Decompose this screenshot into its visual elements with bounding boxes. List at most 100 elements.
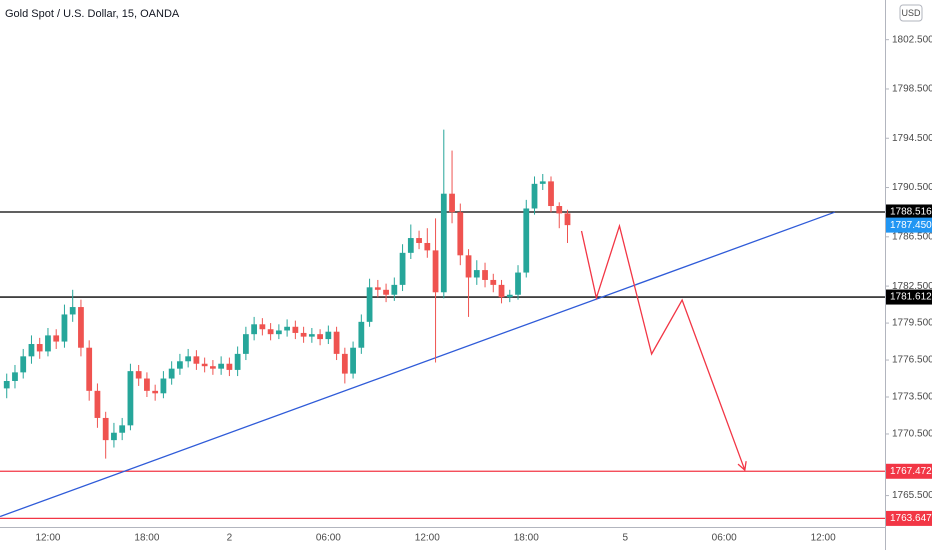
candle-body [177, 361, 183, 369]
candle-body [160, 378, 167, 394]
candle-body [523, 208, 530, 273]
candle-body [201, 363, 208, 367]
candle-body [94, 390, 101, 418]
candle-body [242, 334, 249, 354]
y-tick-label: 1782.500 [892, 281, 932, 292]
level-price-box [886, 289, 932, 305]
candle-body [350, 347, 356, 374]
candle-body [383, 289, 389, 295]
y-tick-label: 1779.500 [892, 318, 932, 329]
candle-body [333, 331, 340, 354]
currency-badge[interactable] [899, 4, 923, 22]
candle-body [119, 425, 126, 433]
candle-body [482, 270, 488, 280]
x-tick-label: 12:00 [811, 533, 836, 544]
candle-body [218, 363, 225, 369]
candle-body [3, 380, 10, 389]
x-tick-label: 18:00 [134, 533, 159, 544]
candle-body [539, 181, 546, 184]
candle-body [275, 330, 282, 335]
candle-body [53, 335, 60, 342]
y-tick-label: 1786.500 [892, 231, 932, 242]
projection-arrowhead [737, 461, 747, 472]
candle-body [168, 368, 175, 379]
candle-body [267, 329, 274, 335]
x-tick-label: 12:00 [415, 533, 440, 544]
candle-body [12, 372, 18, 381]
candle-body [449, 193, 455, 213]
candle-body [226, 363, 233, 370]
candle-body [424, 242, 431, 251]
candle-body [36, 344, 43, 352]
candle-body [152, 390, 159, 394]
candle-body [20, 356, 27, 373]
y-tick-label: 1790.500 [892, 182, 932, 193]
candle-body [61, 314, 68, 342]
candle-body [292, 326, 299, 333]
candle-body [300, 332, 307, 337]
candle-body [506, 294, 513, 298]
x-tick-label: 18:00 [514, 533, 539, 544]
candle-body [490, 279, 497, 285]
currency-label[interactable]: USD [901, 8, 921, 18]
last-price-label: 1787.450 [890, 220, 932, 231]
candle-body [317, 334, 323, 340]
candle-body [28, 344, 35, 357]
candle-body [341, 353, 348, 374]
candle-body [391, 284, 398, 295]
candle-body [416, 238, 422, 243]
candle-body [144, 378, 150, 391]
candle-body [210, 366, 216, 369]
candle-body [193, 356, 200, 364]
y-tick-label: 1770.500 [892, 429, 932, 440]
candle-body [325, 331, 332, 340]
level-price-box [886, 463, 932, 479]
candle-body [259, 324, 266, 330]
level-price-label: 1767.472 [890, 466, 932, 477]
x-tick-label: 12:00 [35, 533, 60, 544]
y-tick-label: 1802.500 [892, 34, 932, 45]
candle-body [366, 287, 373, 322]
level-price-label: 1781.612 [890, 292, 932, 303]
candle-body [308, 334, 315, 337]
last-price-box [886, 217, 932, 233]
candle-body [440, 193, 447, 293]
candle-body [564, 213, 571, 226]
level-price-label: 1763.647 [890, 513, 932, 524]
level-price-label: 1788.516 [890, 207, 932, 218]
y-tick-label: 1776.500 [892, 355, 932, 366]
projection-path [580, 223, 746, 471]
trendline [0, 211, 835, 518]
candle-body [374, 287, 381, 290]
candle-body [465, 255, 472, 278]
candle-body [185, 356, 192, 362]
candle-body [234, 353, 241, 370]
candle-body [515, 272, 521, 295]
level-price-box [886, 510, 932, 526]
candle-body [358, 321, 365, 348]
candle-body [251, 324, 258, 335]
candle-body [407, 238, 414, 253]
y-tick-label: 1765.500 [892, 490, 932, 501]
candle-body [498, 284, 505, 298]
y-tick-label: 1798.500 [892, 84, 932, 95]
level-price-box [886, 204, 932, 220]
x-tick-label: 06:00 [316, 533, 341, 544]
candle-body [548, 181, 554, 207]
candle-body [102, 417, 109, 441]
candle-body [531, 183, 538, 209]
candle-body [135, 371, 142, 379]
candle-body [111, 432, 117, 441]
x-tick-label: 06:00 [712, 533, 737, 544]
candle-body [473, 270, 480, 278]
candle-body [78, 307, 84, 348]
candle-body [457, 212, 464, 256]
candle-body [86, 347, 93, 391]
candle-body [45, 335, 51, 352]
y-tick-label: 1773.500 [892, 392, 932, 403]
candle-body [556, 206, 563, 214]
x-tick-label: 5 [622, 533, 628, 544]
y-tick-label: 1794.500 [892, 133, 932, 144]
